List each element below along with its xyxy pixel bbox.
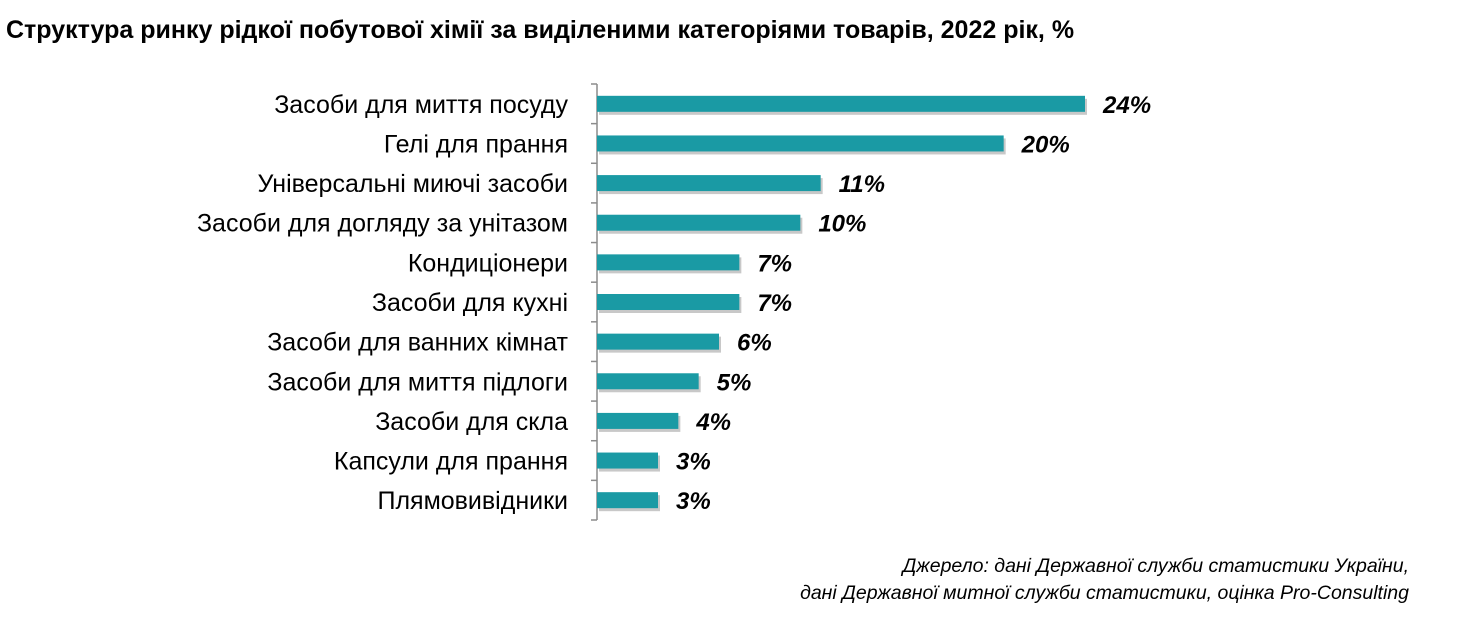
category-label: Засоби для кухні [372, 289, 568, 317]
source-line-1: Джерело: дані Державної служби статистик… [902, 555, 1409, 577]
bar [597, 135, 1004, 152]
category-label: Універсальні миючі засоби [258, 170, 568, 198]
category-labels: Засоби для миття посуду Гелі для прання Ун… [197, 91, 569, 515]
value-label: 7% [757, 290, 792, 317]
value-label: 5% [717, 369, 752, 396]
bar [597, 333, 719, 350]
source-line-2: дані Державної митної служби статистики,… [800, 582, 1409, 604]
category-label: Плямовивідники [377, 487, 568, 515]
category-label: Засоби для миття підлоги [267, 368, 568, 396]
bar [597, 214, 801, 231]
bars [597, 95, 1087, 512]
category-label: Засоби для догляду за унітазом [197, 210, 568, 238]
category-label: Капсули для прання [334, 448, 568, 476]
category-label: Засоби для миття посуду [274, 91, 568, 119]
category-label: Засоби для скла [375, 408, 568, 436]
bar [597, 373, 699, 390]
category-label: Засоби для ванних кімнат [267, 329, 568, 357]
value-label: 10% [818, 211, 866, 238]
value-label: 20% [1021, 131, 1070, 158]
bar [597, 492, 658, 509]
y-axis [591, 83, 598, 521]
value-label: 4% [695, 409, 731, 436]
bar [597, 294, 740, 310]
value-label: 3% [676, 449, 711, 476]
chart-title: Структура ринку рідкої побутової хімії з… [6, 16, 1075, 44]
bar [597, 175, 821, 192]
category-label: Кондиціонери [408, 249, 568, 277]
value-label: 7% [757, 250, 792, 277]
bar [597, 412, 679, 429]
source-note: Джерело: дані Державної служби статистик… [800, 553, 1409, 607]
value-label: 6% [737, 330, 772, 357]
bar [597, 254, 740, 271]
bar [597, 452, 658, 469]
value-label: 11% [839, 171, 885, 198]
value-label: 24% [1102, 92, 1151, 119]
bar [597, 95, 1085, 112]
value-labels: 24% 20% 11% 10% 7% 7% 6% 5% 4% 3% 3% [676, 92, 1151, 515]
value-label: 3% [676, 488, 711, 515]
category-label: Гелі для прання [384, 130, 568, 158]
